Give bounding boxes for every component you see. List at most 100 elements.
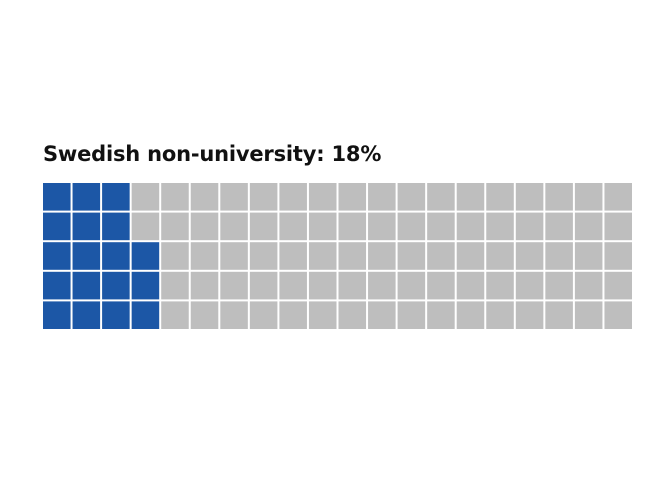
waffle-cell-empty (604, 301, 632, 329)
chart-title: Swedish non-university: 18% (43, 142, 382, 166)
waffle-cell-empty (249, 271, 278, 300)
waffle-cell-empty (604, 242, 632, 270)
waffle-cell-empty (427, 242, 455, 270)
waffle-cell-empty (545, 242, 573, 270)
waffle-cell-empty (604, 271, 632, 300)
waffle-cell-empty (161, 271, 189, 300)
waffle-cell-filled (43, 212, 71, 241)
waffle-cell-empty (190, 301, 219, 329)
waffle-cell-empty (220, 183, 248, 211)
waffle-cell-empty (190, 242, 219, 270)
waffle-cell-empty (427, 271, 455, 300)
waffle-cell-filled (72, 271, 101, 300)
waffle-cell-empty (486, 212, 514, 241)
waffle-cell-empty (397, 271, 426, 300)
waffle-cell-empty (368, 271, 396, 300)
waffle-cell-empty (545, 271, 573, 300)
waffle-cell-empty (515, 242, 544, 270)
waffle-cell-empty (545, 183, 573, 211)
waffle-cell-empty (456, 242, 485, 270)
waffle-cell-filled (131, 271, 160, 300)
waffle-cell-empty (368, 301, 396, 329)
waffle-cell-empty (220, 271, 248, 300)
waffle-cell-empty (279, 212, 307, 241)
waffle-cell-empty (220, 301, 248, 329)
waffle-cell-empty (190, 271, 219, 300)
waffle-cell-empty (190, 212, 219, 241)
waffle-cell-empty (308, 242, 337, 270)
waffle-cell-filled (72, 242, 101, 270)
waffle-cell-empty (131, 212, 160, 241)
waffle-cell-empty (308, 183, 337, 211)
waffle-cell-filled (102, 183, 130, 211)
waffle-cell-empty (427, 183, 455, 211)
waffle-cell-empty (220, 242, 248, 270)
waffle-cell-empty (161, 212, 189, 241)
waffle-cell-filled (102, 301, 130, 329)
waffle-cell-empty (279, 183, 307, 211)
waffle-cell-empty (515, 301, 544, 329)
waffle-cell-empty (161, 301, 189, 329)
waffle-cell-empty (249, 242, 278, 270)
waffle-cell-empty (486, 242, 514, 270)
waffle-cell-empty (249, 183, 278, 211)
waffle-cell-empty (131, 183, 160, 211)
waffle-cell-empty (368, 212, 396, 241)
waffle-cell-empty (574, 301, 603, 329)
waffle-cell-filled (43, 271, 71, 300)
waffle-cell-filled (43, 183, 71, 211)
waffle-cell-empty (486, 271, 514, 300)
waffle-cell-empty (574, 183, 603, 211)
waffle-cell-empty (515, 271, 544, 300)
waffle-cell-empty (427, 301, 455, 329)
waffle-cell-empty (368, 183, 396, 211)
waffle-cell-empty (308, 301, 337, 329)
waffle-cell-filled (131, 301, 160, 329)
waffle-cell-empty (515, 183, 544, 211)
waffle-cells (43, 183, 632, 329)
waffle-cell-empty (456, 183, 485, 211)
waffle-cell-empty (486, 183, 514, 211)
waffle-cell-empty (545, 212, 573, 241)
waffle-cell-empty (456, 301, 485, 329)
waffle-cell-empty (279, 242, 307, 270)
waffle-cell-filled (43, 301, 71, 329)
waffle-chart (43, 183, 632, 329)
waffle-cell-filled (43, 242, 71, 270)
waffle-cell-filled (102, 271, 130, 300)
waffle-cell-empty (308, 271, 337, 300)
waffle-cell-empty (249, 212, 278, 241)
waffle-cell-empty (397, 242, 426, 270)
waffle-cell-filled (72, 212, 101, 241)
waffle-cell-empty (338, 301, 367, 329)
waffle-cell-empty (486, 301, 514, 329)
waffle-cell-empty (308, 212, 337, 241)
waffle-cell-empty (604, 212, 632, 241)
waffle-cell-filled (72, 301, 101, 329)
waffle-cell-empty (161, 242, 189, 270)
waffle-cell-empty (338, 183, 367, 211)
waffle-cell-filled (102, 212, 130, 241)
waffle-cell-empty (397, 183, 426, 211)
waffle-cell-empty (249, 301, 278, 329)
waffle-cell-empty (574, 242, 603, 270)
waffle-cell-empty (279, 271, 307, 300)
waffle-cell-filled (102, 242, 130, 270)
waffle-cell-empty (456, 212, 485, 241)
waffle-cell-empty (397, 212, 426, 241)
waffle-cell-empty (220, 212, 248, 241)
waffle-cell-empty (338, 212, 367, 241)
waffle-cell-empty (338, 271, 367, 300)
waffle-cell-empty (456, 271, 485, 300)
waffle-cell-filled (72, 183, 101, 211)
waffle-cell-empty (279, 301, 307, 329)
waffle-cell-empty (574, 271, 603, 300)
waffle-cell-empty (338, 242, 367, 270)
waffle-cell-empty (515, 212, 544, 241)
waffle-cell-empty (545, 301, 573, 329)
waffle-cell-empty (427, 212, 455, 241)
waffle-cell-filled (131, 242, 160, 270)
waffle-cell-empty (397, 301, 426, 329)
waffle-cell-empty (574, 212, 603, 241)
waffle-cell-empty (604, 183, 632, 211)
